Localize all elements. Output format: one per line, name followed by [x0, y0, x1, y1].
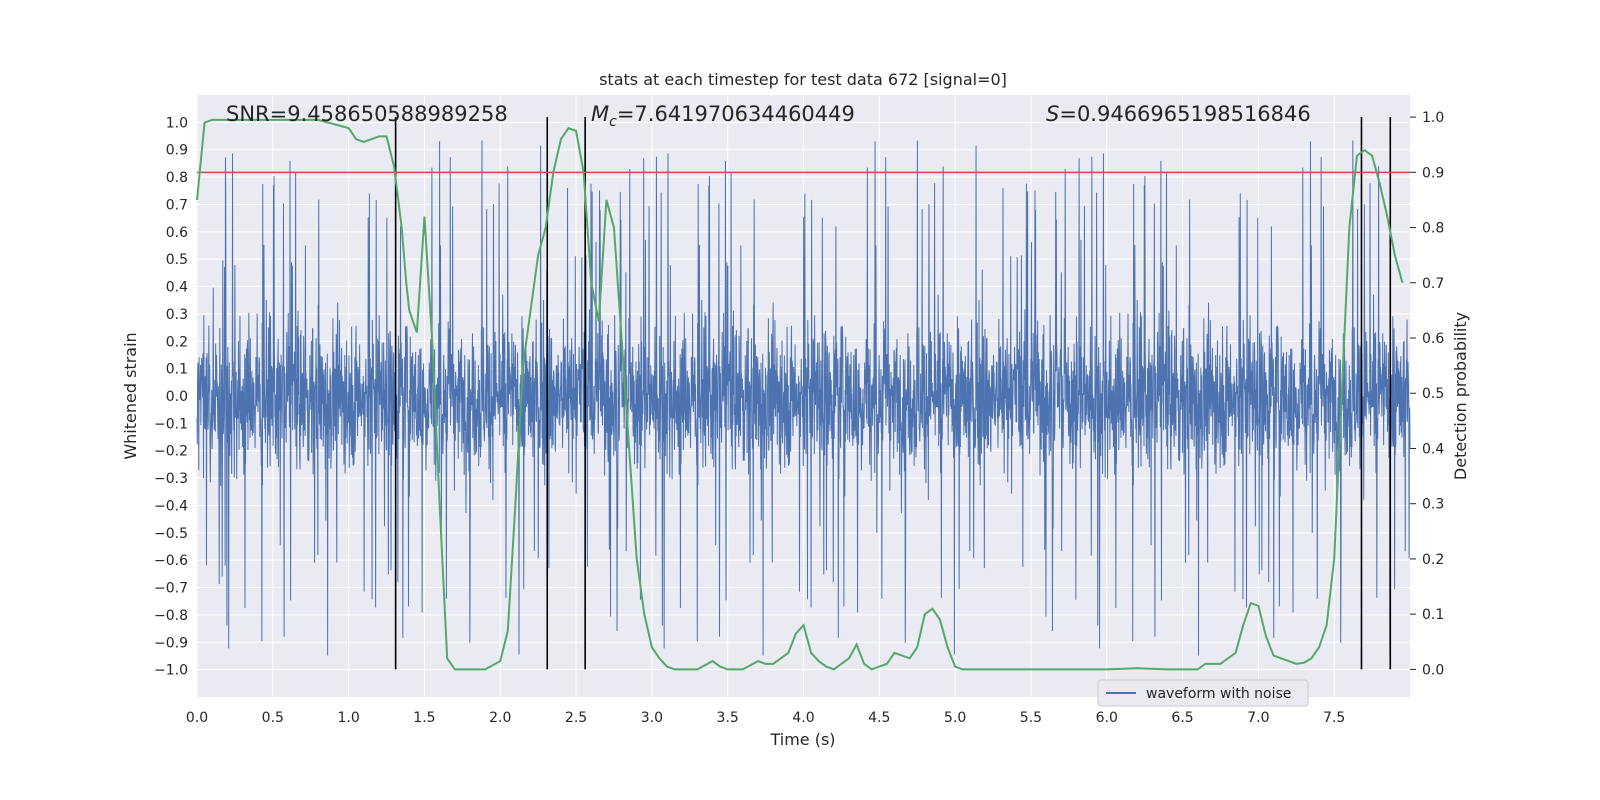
y2-axis-label: Detection probability — [1451, 312, 1470, 480]
y-tick-label: −0.9 — [154, 635, 188, 651]
x-tick-label: 7.0 — [1247, 710, 1269, 726]
chirp-mass-symbol: M — [591, 102, 609, 126]
legend-box — [1097, 679, 1309, 707]
y2-tick-label: 0.2 — [1422, 552, 1444, 568]
x-tick-label: 3.0 — [641, 710, 663, 726]
legend-label: waveform with noise — [1146, 686, 1291, 702]
y2-tick-label: 0.9 — [1422, 165, 1444, 181]
chirp-mass-subscript: c — [609, 114, 617, 130]
y-axis-label: Whitened strain — [121, 332, 140, 459]
chart-title: stats at each timestep for test data 672… — [599, 70, 1007, 89]
y2-tick-label: 1.0 — [1422, 110, 1444, 126]
x-tick-label: 6.5 — [1171, 710, 1193, 726]
y-tick-label: 0.3 — [166, 307, 188, 323]
snr-annotation: SNR=9.458650588989258 — [226, 102, 508, 126]
x-tick-label: 1.5 — [413, 710, 435, 726]
y2-tick-label: 0.7 — [1422, 276, 1444, 292]
y-tick-label: 0.1 — [166, 362, 188, 378]
x-tick-label: 0.5 — [262, 710, 284, 726]
legend: waveform with noise — [1097, 679, 1309, 707]
x-tick-labels: 0.0 0.5 1.0 1.5 2.0 2.5 3.0 3.5 4.0 4.5 5.0 5.5 6.0 6… — [186, 710, 1345, 726]
x-tick-label: 6.0 — [1096, 710, 1118, 726]
y-tick-label: −0.6 — [154, 553, 188, 569]
detection-probability-series — [196, 118, 1404, 671]
x-tick-label: 0.0 — [186, 710, 208, 726]
s-symbol: S — [1046, 102, 1059, 126]
y-tick-label: 0.2 — [166, 334, 188, 350]
y2-tick-label: 0.1 — [1422, 607, 1444, 623]
s-value: =0.9466965198516846 — [1059, 102, 1310, 126]
y2-tick-labels: 1.0 0.9 0.8 0.7 0.6 0.5 0.4 0.3 0.2 0.1 0.0 — [1410, 110, 1444, 678]
y2-tick-label: 0.0 — [1422, 662, 1444, 678]
waveform-with-noise-series — [196, 140, 1411, 656]
x-tick-label: 4.0 — [792, 710, 814, 726]
y-tick-label: −0.8 — [154, 608, 188, 624]
x-axis-label: Time (s) — [769, 730, 835, 749]
y-tick-label: 0.0 — [166, 389, 188, 405]
y-tick-label: 0.8 — [166, 170, 188, 186]
y2-tick-label: 0.6 — [1422, 331, 1444, 347]
y-tick-labels: 1.0 0.9 0.8 0.7 0.6 0.5 0.4 0.3 0.2 0.1 0.0 −0.1 −0.… — [154, 115, 188, 678]
y-tick-label: 0.5 — [166, 252, 188, 268]
x-tick-label: 5.0 — [944, 710, 966, 726]
s-annotation: S=0.9466965198516846 — [1046, 102, 1311, 126]
x-tick-label: 7.5 — [1323, 710, 1345, 726]
y-tick-label: −0.3 — [154, 471, 188, 487]
vertical-markers — [394, 117, 1392, 670]
y-tick-label: 1.0 — [166, 115, 188, 131]
chirp-mass-value: =7.641970634460449 — [617, 102, 855, 126]
y-tick-label: −0.5 — [154, 526, 188, 542]
x-tick-label: 2.5 — [565, 710, 587, 726]
waveform-line — [196, 140, 1411, 656]
x-tick-label: 3.5 — [717, 710, 739, 726]
x-tick-label: 2.0 — [489, 710, 511, 726]
y-tick-label: −0.1 — [154, 416, 188, 432]
x-tick-label: 5.5 — [1020, 710, 1042, 726]
detection-probability-line — [196, 118, 1404, 671]
y2-tick-label: 0.4 — [1422, 441, 1444, 457]
x-tick-label: 4.5 — [868, 710, 890, 726]
y-tick-label: −0.2 — [154, 444, 188, 460]
y-tick-label: −0.7 — [154, 581, 188, 597]
y-tick-label: 0.9 — [166, 143, 188, 159]
y-tick-label: 0.4 — [166, 280, 188, 296]
y2-tick-label: 0.5 — [1422, 386, 1444, 402]
chirp-mass-annotation: Mc=7.641970634460449 — [591, 102, 855, 130]
y-tick-label: 0.7 — [166, 197, 188, 213]
y-tick-label: −0.4 — [154, 498, 188, 514]
y2-tick-label: 0.8 — [1422, 221, 1444, 237]
x-tick-label: 1.0 — [337, 710, 359, 726]
y2-tick-label: 0.3 — [1422, 497, 1444, 513]
y-tick-label: −1.0 — [154, 663, 188, 679]
y-tick-label: 0.6 — [166, 225, 188, 241]
